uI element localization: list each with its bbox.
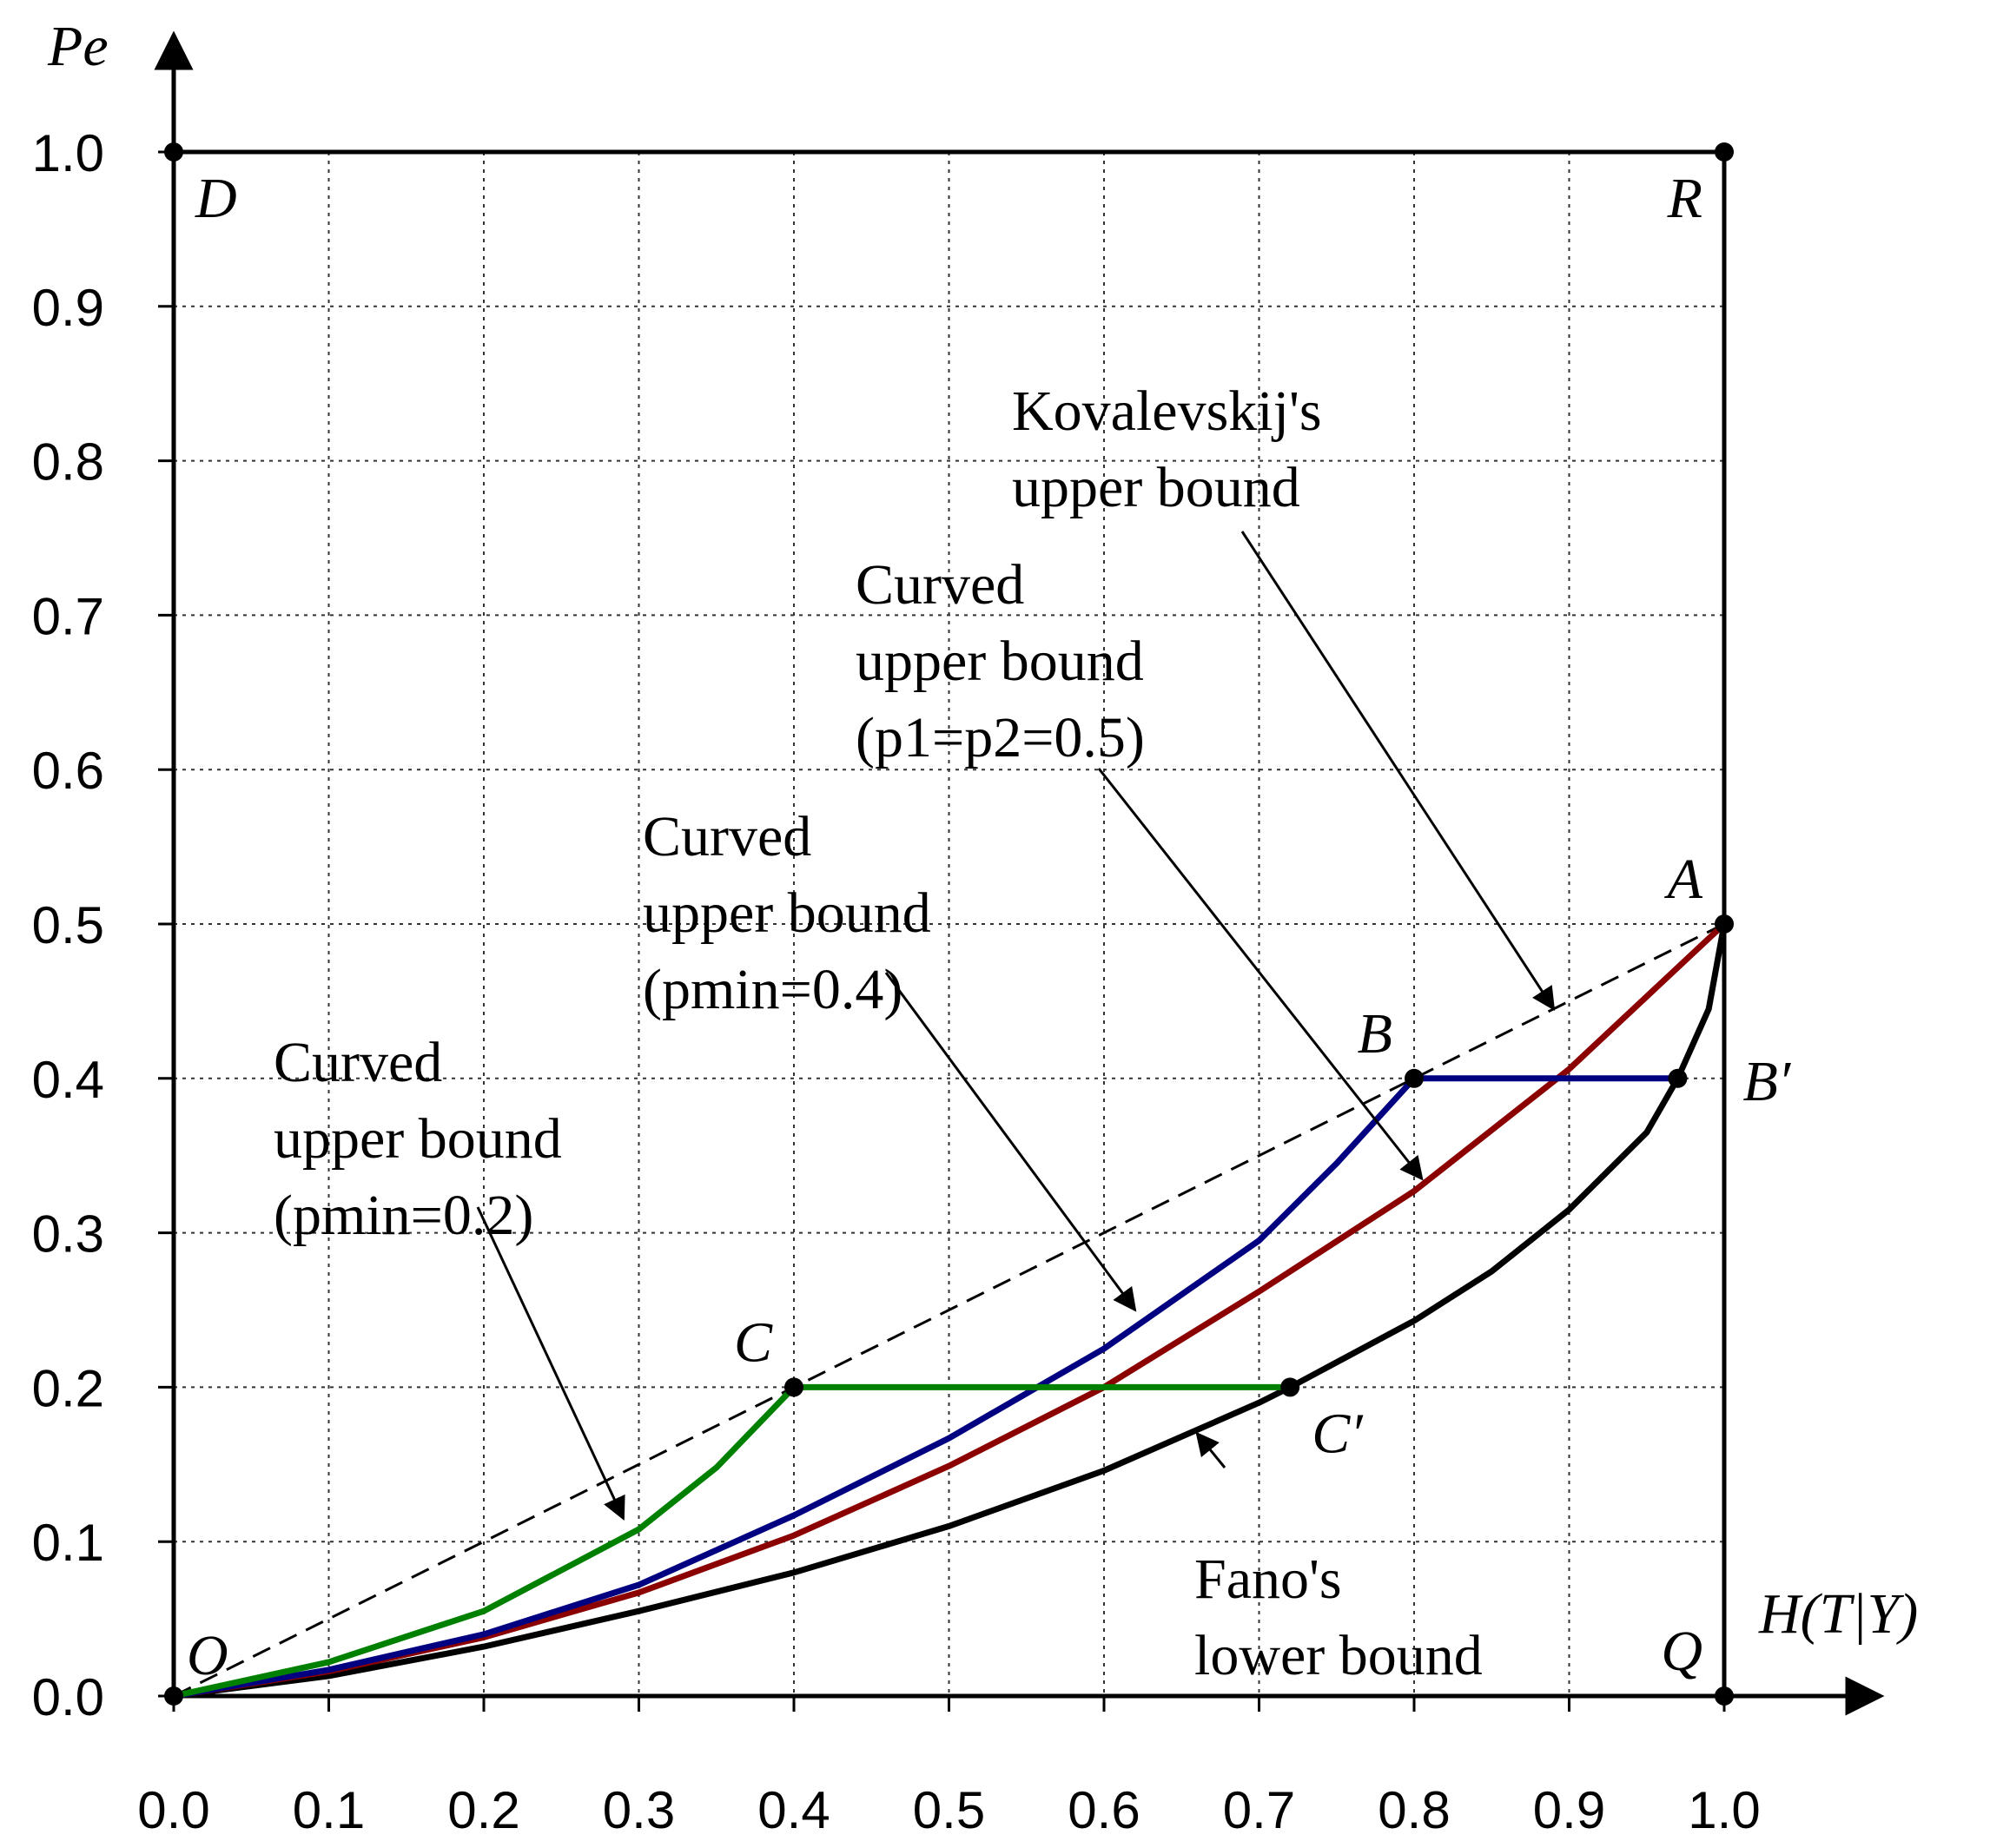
y-tick-label: 0.7 [32,587,104,645]
point-label-Q: Q [1661,1620,1702,1683]
series-line-fano-s-lower-bound [173,923,1728,1700]
annotation-line: upper bound [1012,456,1300,519]
annotation-arrow [1240,531,1556,1012]
y-tick-label: 0.8 [32,433,104,492]
series-line-kovalevskij-s-upper-bound [173,922,1725,1698]
y-tick-label: 0.4 [32,1051,104,1109]
annotation-line: Curved [274,1031,442,1094]
point-label-R: R [1667,167,1702,230]
point-label-A: A [1664,848,1703,911]
points: O Q D R A B B′ C C′ [164,142,1792,1706]
x-tick-label: 0.0 [137,1781,209,1839]
point-label-O: O [187,1624,228,1687]
x-tick-label: 0.6 [1068,1781,1140,1839]
annotation-line: Kovalevskij's [1012,380,1322,443]
point-B [1405,1068,1424,1088]
point-A [1715,914,1734,934]
annotation-line: lower bound [1194,1624,1483,1687]
annotation-arrow [1097,768,1424,1181]
annotations: Kovalevskij's upper bound Curved upper boun… [274,380,1556,1687]
point-label-C′: C′ [1312,1402,1364,1465]
y-axis-title: Pe [47,15,109,78]
point-label-D: D [195,167,237,230]
annotation-line: Curved [856,553,1024,617]
series-line-curved-upper-bound-pmin-0-4 [173,1075,1678,1700]
x-tick-label: 1.0 [1688,1781,1760,1839]
annotation-arrow [1195,1431,1226,1468]
annotation-line: upper bound [274,1107,562,1171]
annotation-text: Curved upper bound (p1=p2=0.5) [856,553,1145,769]
annotation-arrow [884,972,1137,1312]
point-O [164,1686,183,1706]
x-tick-label: 0.3 [603,1781,675,1839]
y-tick-label: 0.9 [32,279,104,337]
y-tick-label: 0.0 [32,1668,104,1726]
point-C′ [1280,1377,1300,1397]
point-label-B′: B′ [1742,1050,1791,1113]
axes [154,30,1885,1716]
x-tick-label: 0.5 [913,1781,985,1839]
y-tick-label: 0.5 [32,896,104,954]
point-D [164,142,183,162]
x-tick-label: 0.1 [293,1781,365,1839]
x-axis-title: H(T|Y) [1758,1582,1918,1646]
point-B′ [1668,1068,1688,1088]
annotation-line: (p1=p2=0.5) [856,706,1145,769]
y-tick-label: 0.3 [32,1205,104,1264]
annotation-text: Curved upper bound (pmin=0.4) [643,805,931,1021]
x-tick-label: 0.2 [447,1781,519,1839]
annotation-text: Fano's lower bound [1194,1548,1483,1687]
annotation-line: upper bound [856,630,1144,693]
tick-labels: 0.0 0.1 0.2 0.3 0.4 0.5 0.6 0.7 0.8 0.9 1.0 0.0 0.1 0… [32,15,1919,1839]
annotation-line: (pmin=0.4) [643,958,902,1021]
annotation-text: Kovalevskij's upper bound [1012,380,1322,519]
y-tick-label: 0.2 [32,1359,104,1417]
y-tick-label: 1.0 [32,124,104,182]
grid [174,152,1724,1696]
series [171,149,1728,1700]
x-tick-label: 0.8 [1378,1781,1450,1839]
point-label-B: B [1358,1002,1392,1066]
x-tick-label: 0.9 [1533,1781,1605,1839]
point-label-C: C [734,1310,773,1374]
x-tick-label: 0.4 [757,1781,830,1839]
y-tick-label: 0.1 [32,1514,104,1572]
annotation-line: upper bound [643,881,931,945]
point-R [1715,142,1734,162]
annotation-line: Fano's [1194,1548,1342,1611]
annotation-line: Curved [643,805,811,868]
annotation-line: (pmin=0.2) [274,1184,533,1247]
annotation-arrow [476,1206,625,1521]
annotation-text: Curved upper bound (pmin=0.2) [274,1031,562,1247]
y-tick-label: 0.6 [32,742,104,800]
point-Q [1715,1686,1734,1706]
x-tick-label: 0.7 [1223,1781,1295,1839]
point-C [784,1377,803,1397]
